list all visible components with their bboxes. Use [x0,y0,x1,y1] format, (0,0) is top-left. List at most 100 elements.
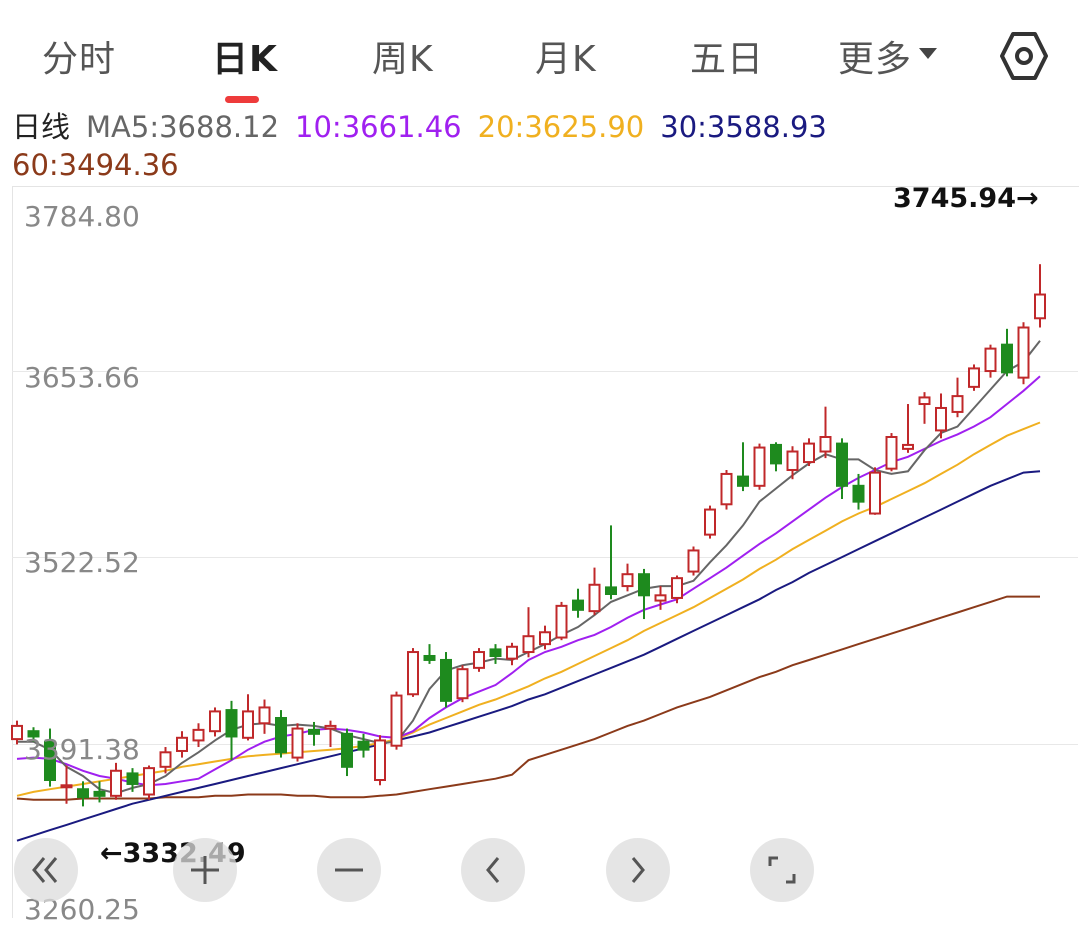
tab-more[interactable]: 更多 [838,39,913,80]
candle-body [27,730,40,738]
candle-body [671,577,683,599]
candle-body [687,549,700,573]
candle-body [522,635,535,654]
tab-daily-k[interactable]: 日K [212,39,278,80]
candle-body [225,709,238,738]
candle-body [803,442,815,464]
kline-chart-frame[interactable] [12,186,1079,918]
legend-ma60: 60:3494.36 [12,148,179,182]
candle-body [737,475,749,487]
candle-body [93,790,106,797]
candle-body [968,367,980,388]
candle-body [819,436,832,453]
candle-body [720,472,733,506]
candle-body [374,739,386,782]
gridline [12,744,1078,745]
zoom-in-button[interactable] [173,838,237,902]
candle-body [951,395,964,413]
legend-ma10: 10:3661.46 [295,110,462,144]
candle-body [308,728,320,735]
tab-intraday[interactable]: 分时 [42,39,117,80]
candle-body [836,442,848,487]
candle-body [918,396,931,406]
candle-body [506,645,518,660]
ma-legend: 日线 MA5:3688.12 10:3661.46 20:3625.90 30:3588… [12,108,843,184]
tab-weekly-k[interactable]: 周K [372,39,434,80]
candle-body [456,668,469,700]
candle-body [126,772,139,785]
candle-body [341,732,353,768]
zoom-out-button[interactable] [317,838,381,902]
candle-body [885,436,898,470]
candle-body [440,658,452,702]
candle-body [621,573,634,588]
candle-body [407,651,419,696]
candle-body [258,706,271,725]
plus-icon [191,856,219,884]
candle-body [588,583,601,613]
candle-body [539,631,551,646]
candle-body [60,784,73,789]
active-tab-indicator [225,96,259,103]
candle-body [786,450,799,471]
candle-body [143,767,155,796]
ma30-line [16,470,1041,842]
gridline [12,557,1078,558]
candle-body [390,694,403,747]
candle-body [852,484,865,503]
prev-button[interactable] [461,838,525,902]
candle-body [77,788,89,799]
candle-body [110,769,122,797]
y-axis-label: 3522.52 [24,546,140,579]
chevron-right-icon [631,857,645,883]
candle-body [572,599,584,611]
candle-body [1001,343,1013,374]
candle-body [1017,326,1030,379]
candle-body [473,651,485,669]
candle-body [324,724,337,730]
candle-body [869,471,881,515]
candle-body [192,728,205,742]
max-price-label: 3745.94→ [893,183,1039,214]
chevron-down-icon [919,48,937,59]
candle-body [44,740,56,782]
candle-body [209,710,221,733]
minus-icon [335,868,363,872]
candle-body [423,654,436,661]
fullscreen-button[interactable] [750,838,814,902]
candle-body [159,751,172,768]
ma60-line [16,595,1040,801]
ma5-line [17,340,1041,795]
candle-body [654,594,667,602]
tab-five-day[interactable]: 五日 [690,39,765,80]
candle-body [357,740,370,751]
candle-body [1034,293,1046,320]
double-chevron-left-icon [32,857,58,883]
scroll-start-button[interactable] [14,838,78,902]
candle-body [770,443,782,465]
candle-body [489,648,502,657]
candle-body [902,443,914,450]
candle-body [275,716,287,754]
candle-body [753,446,766,487]
candle-body [984,347,997,373]
tab-monthly-k[interactable]: 月K [535,39,597,80]
candle-body [176,736,188,752]
candle-body [638,573,650,597]
gridline [12,371,1078,372]
period-tab-bar: 分时 日K 周K 月K 五日 更多 [0,0,1080,105]
y-axis-label: 3653.66 [24,361,140,394]
candle-body [555,604,568,639]
candle-body [935,406,947,432]
legend-period: 日线 [12,110,71,144]
y-axis-label: 3391.38 [24,733,140,766]
candle-body [291,727,304,759]
next-button[interactable] [606,838,670,902]
candle-body [11,724,23,741]
chevron-left-icon [486,857,500,883]
legend-ma5: MA5:3688.12 [86,110,280,144]
hexagon-gear-icon[interactable] [998,30,1050,82]
candle-body [242,710,254,739]
fullscreen-icon [768,856,796,884]
